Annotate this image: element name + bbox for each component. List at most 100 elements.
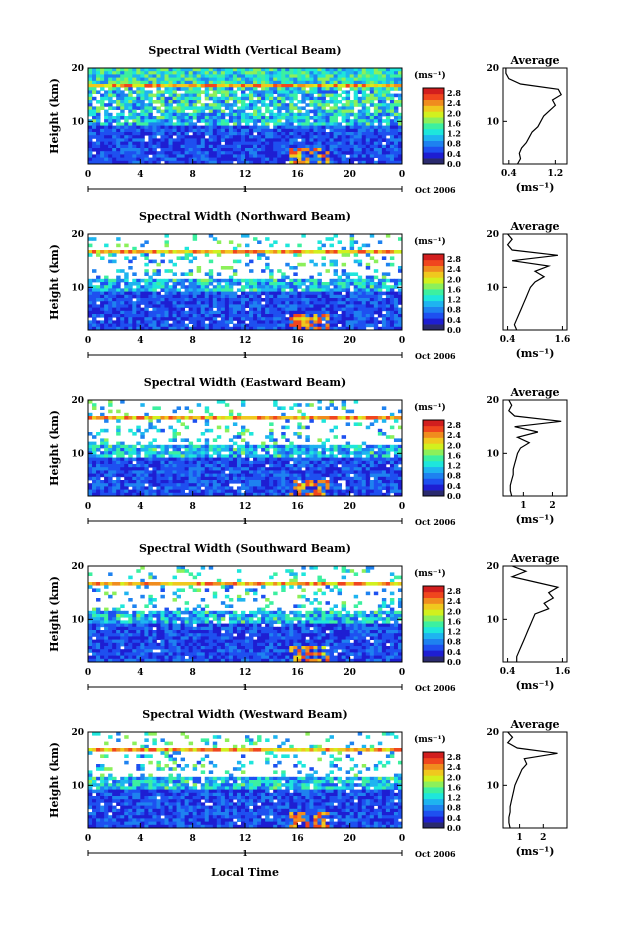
heatmap-cell <box>116 100 121 104</box>
heatmap-cell <box>112 119 117 123</box>
heatmap-cell <box>353 323 359 328</box>
heatmap-cell <box>128 122 133 126</box>
heatmap-cell <box>124 160 129 165</box>
heatmap-cell <box>249 144 254 149</box>
heatmap-cell <box>132 288 137 292</box>
heatmap-cell <box>140 151 145 155</box>
heatmap-cell <box>377 106 383 110</box>
heatmap-cell <box>297 432 302 436</box>
heatmap-cell <box>144 457 149 462</box>
heatmap-cell <box>240 301 246 305</box>
heatmap-cell <box>297 464 302 468</box>
heatmap-cell <box>297 262 302 267</box>
heatmap-cell <box>220 457 226 462</box>
heatmap-cell <box>208 428 214 433</box>
heatmap-cell <box>148 135 153 139</box>
heatmap-cell <box>176 160 181 165</box>
heatmap-cell <box>216 160 222 165</box>
heatmap-cell <box>160 250 165 254</box>
heatmap-cell <box>313 454 318 458</box>
heatmap-cell <box>104 132 109 136</box>
heatmap-cell <box>273 141 278 146</box>
heatmap-cell <box>184 256 190 260</box>
heatmap-cell <box>373 473 379 478</box>
heatmap-cell <box>232 141 238 146</box>
heatmap-cell <box>172 291 177 296</box>
heatmap-cell <box>365 288 371 292</box>
heatmap-cell <box>240 135 246 139</box>
heatmap-cell <box>385 103 391 107</box>
heatmap-cell <box>148 444 153 449</box>
heatmap-cell <box>228 128 234 133</box>
heatmap-cell <box>373 470 379 474</box>
heatmap-cell <box>212 298 218 302</box>
heatmap-cell <box>96 160 101 165</box>
heatmap-cell <box>277 307 282 312</box>
heatmap-cell <box>301 473 306 478</box>
heatmap-cell <box>228 151 234 155</box>
heatmap-cell <box>96 109 101 114</box>
heatmap-cell <box>196 460 202 465</box>
heatmap-cell <box>293 467 298 471</box>
heatmap-cell <box>160 253 165 257</box>
heatmap-cell <box>144 122 149 126</box>
heatmap-cell <box>128 470 133 474</box>
heatmap-cell <box>349 84 355 88</box>
heatmap-cell <box>204 473 210 478</box>
heatmap-cell <box>200 141 206 146</box>
heatmap-cell <box>92 154 97 158</box>
heatmap-cell <box>349 112 355 117</box>
heatmap-cell <box>377 93 383 98</box>
heatmap-cell <box>297 282 302 286</box>
heatmap-cell <box>200 476 206 481</box>
heatmap-cell <box>164 80 169 85</box>
heatmap-cell <box>112 467 117 471</box>
heatmap-cell <box>228 275 234 280</box>
heatmap-cell <box>104 473 109 478</box>
heatmap-cell <box>377 119 383 123</box>
heatmap-cell <box>397 310 403 315</box>
panel-title: Spectral Width (Northward Beam) <box>139 210 351 223</box>
heatmap-cell <box>132 80 137 85</box>
heatmap-cell <box>381 470 387 474</box>
heatmap-cell <box>232 441 238 446</box>
heatmap-cell <box>184 291 190 296</box>
heatmap-cell <box>216 298 222 302</box>
heatmap-cell <box>349 480 355 484</box>
heatmap-cell <box>100 157 105 162</box>
heatmap-cell <box>293 288 298 292</box>
heatmap-cell <box>108 464 113 468</box>
heatmap-cell <box>341 406 347 410</box>
heatmap-cell <box>180 278 186 283</box>
heatmap-cell <box>160 460 165 465</box>
heatmap-cell <box>325 307 330 312</box>
heatmap-cell <box>333 119 338 123</box>
heatmap-cell <box>112 144 117 149</box>
heatmap-cell <box>224 326 230 331</box>
heatmap-cell <box>397 314 403 318</box>
heatmap-cell <box>156 473 161 478</box>
heatmap-cell <box>277 467 282 471</box>
heatmap-cell <box>240 444 246 449</box>
heatmap-cell <box>365 116 371 120</box>
heatmap-cell <box>309 298 314 302</box>
heatmap-cell <box>184 246 190 251</box>
heatmap-cell <box>341 301 347 305</box>
heatmap-cell <box>116 237 121 241</box>
heatmap-cell <box>317 460 322 465</box>
heatmap-cell <box>228 314 234 318</box>
heatmap-cell <box>313 304 318 308</box>
heatmap-cell <box>96 253 101 257</box>
heatmap-cell <box>301 71 306 75</box>
heatmap-cell <box>240 160 246 165</box>
heatmap-cell <box>152 470 157 474</box>
heatmap-cell <box>265 294 270 299</box>
heatmap-cell <box>385 320 391 324</box>
heatmap-cell <box>365 310 371 315</box>
heatmap-cell <box>204 470 210 474</box>
heatmap-cell <box>224 122 230 126</box>
heatmap-cell <box>365 68 371 72</box>
heatmap-cell <box>393 71 399 75</box>
heatmap-cell <box>265 144 270 149</box>
heatmap-cell <box>156 460 161 465</box>
